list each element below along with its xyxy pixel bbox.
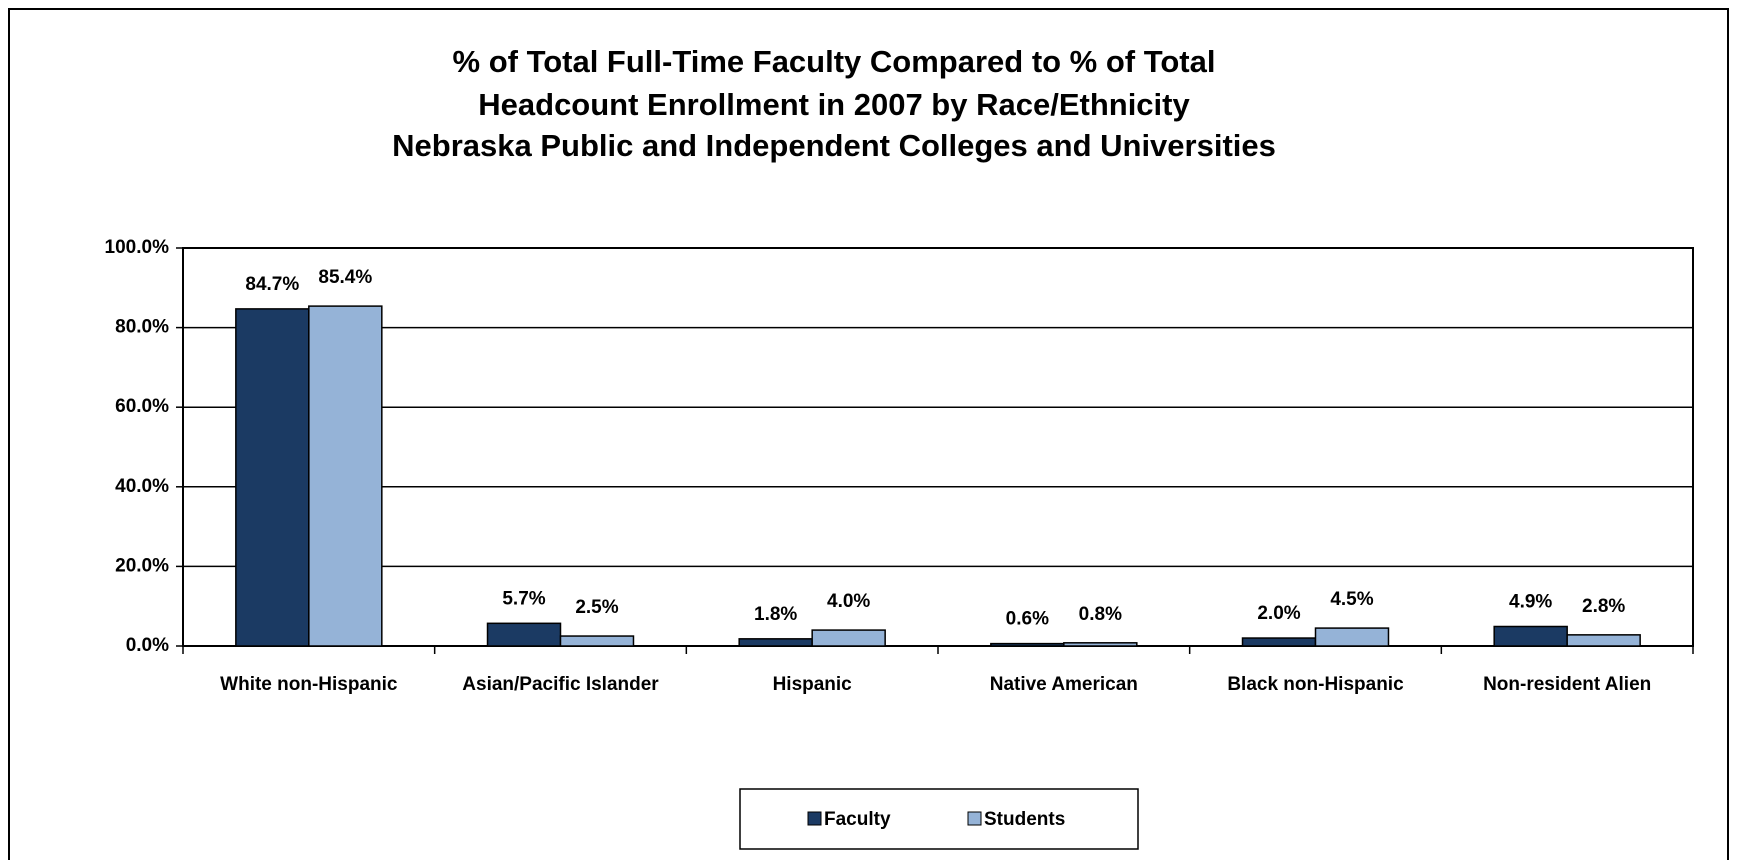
y-tick-label: 80.0%: [115, 317, 169, 338]
legend-swatch: [967, 811, 982, 826]
value-label: 5.7%: [502, 588, 545, 609]
bar: [990, 642, 1065, 647]
x-tick-label: Black non-Hispanic: [1227, 674, 1404, 695]
y-tick-label: 40.0%: [115, 476, 169, 497]
x-tick-label: White non-Hispanic: [220, 674, 398, 695]
bar: [1063, 642, 1138, 647]
y-tick-label: 100.0%: [105, 237, 170, 258]
bar: [235, 308, 310, 647]
value-label: 85.4%: [318, 267, 372, 288]
value-label: 0.8%: [1079, 604, 1122, 625]
value-label: 1.8%: [754, 604, 797, 625]
y-tick-label: 60.0%: [115, 396, 169, 417]
value-label: 2.0%: [1257, 603, 1300, 624]
value-label: 2.5%: [575, 597, 618, 618]
value-label: 2.8%: [1582, 596, 1625, 617]
bar: [559, 635, 635, 647]
chart-title: Headcount Enrollment in 2007 by Race/Eth…: [478, 87, 1190, 122]
y-tick-label: 20.0%: [115, 555, 169, 576]
frame: [8, 8, 1729, 860]
legend-box: [739, 788, 1139, 850]
bar: [1566, 634, 1641, 647]
bar: [738, 638, 813, 647]
value-label: 4.9%: [1509, 592, 1552, 613]
legend-swatch: [807, 811, 822, 826]
legend-label: Students: [984, 809, 1065, 830]
plot-border: [182, 247, 1694, 647]
bar: [1314, 627, 1390, 647]
x-tick-label: Non-resident Alien: [1483, 674, 1651, 695]
bar: [1241, 637, 1317, 647]
x-tick-label: Hispanic: [773, 674, 853, 695]
bar: [811, 629, 886, 647]
legend-label: Faculty: [824, 809, 891, 830]
x-tick-label: Native American: [990, 674, 1138, 695]
bar: [1493, 625, 1568, 647]
y-tick-label: 0.0%: [126, 635, 169, 656]
bar: [308, 305, 383, 647]
value-label: 0.6%: [1006, 609, 1049, 630]
value-label: 4.0%: [827, 591, 870, 612]
chart-title: Nebraska Public and Independent Colleges…: [392, 128, 1276, 163]
value-label: 4.5%: [1330, 589, 1373, 610]
bar: [486, 622, 562, 647]
chart-title: % of Total Full-Time Faculty Compared to…: [453, 44, 1216, 79]
value-label: 84.7%: [245, 274, 299, 295]
x-tick-label: Asian/Pacific Islander: [462, 674, 659, 695]
